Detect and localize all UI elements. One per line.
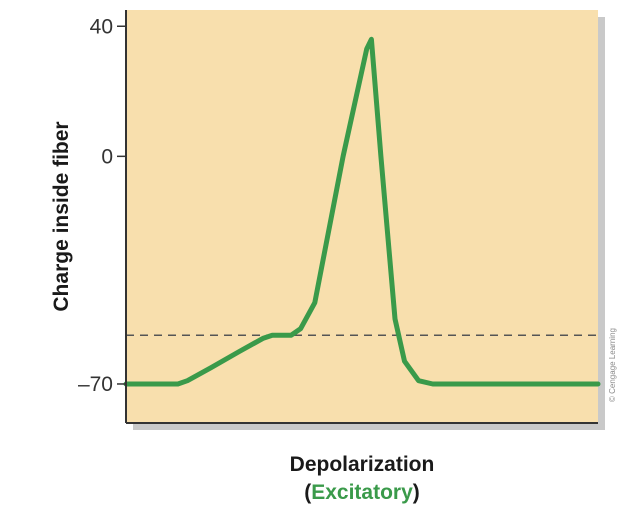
- x-subtitle-word: Excitatory: [311, 481, 413, 504]
- x-axis-title: Depolarization: [290, 453, 435, 476]
- y-tick-label: –70: [78, 373, 113, 396]
- y-ticks: 40 0 –70: [78, 15, 126, 396]
- x-subtitle-open: (: [304, 481, 311, 504]
- copyright-credit: © Cengage Learning: [608, 328, 617, 402]
- membrane-potential-line: [123, 36, 601, 387]
- y-tick-label: 40: [90, 15, 113, 38]
- y-axis-title: Charge inside fiber: [50, 121, 73, 311]
- x-axis-subtitle: (Excitatory): [304, 481, 420, 504]
- x-subtitle-close: ): [413, 481, 420, 504]
- y-tick-label: 0: [101, 145, 113, 168]
